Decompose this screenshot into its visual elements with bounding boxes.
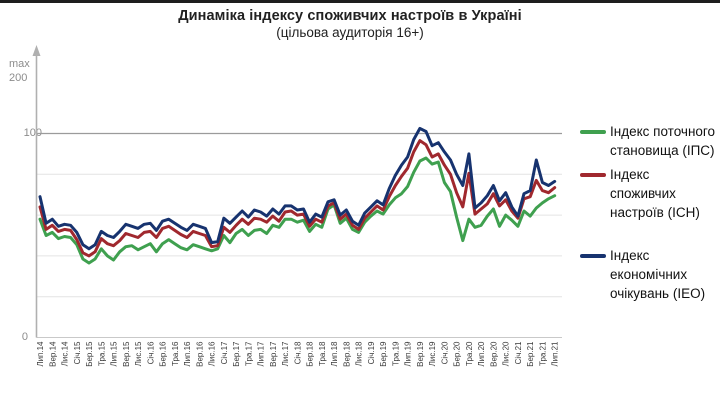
legend-label-ieo: Індекс економічних очікувань (ІЕО)	[610, 248, 706, 301]
x-tick-label: Тра.21	[538, 341, 547, 366]
x-tick-label: Бер.18	[306, 341, 315, 367]
series-line	[38, 139, 557, 258]
x-tick-label: Бер.17	[232, 341, 241, 367]
y-axis-max-text: max	[9, 58, 30, 70]
x-tick-label: Лис.20	[502, 341, 511, 366]
x-tick-label: Січ.15	[73, 341, 82, 364]
x-tick-label: Тра.15	[97, 341, 106, 366]
x-tick-label: Лип.20	[477, 341, 486, 367]
legend-item-ips[interactable]: Індекс поточного становища (ІПС)	[580, 122, 718, 160]
x-tick-label: Лис.16	[208, 341, 217, 366]
x-tick-label: Лис.17	[281, 341, 290, 366]
x-tick-label: Січ.18	[293, 341, 302, 364]
x-tick-label: Тра.19	[391, 341, 400, 366]
y-axis-arrow-icon	[32, 45, 41, 56]
x-tick-label: Тра.20	[465, 341, 474, 366]
y-axis-0-label: 0	[21, 331, 28, 343]
x-tick-label: Бер.21	[526, 341, 535, 367]
x-tick-label: Лип.21	[551, 341, 560, 367]
x-tick-label: Вер.16	[195, 341, 204, 367]
x-tick-label: Тра.16	[171, 341, 180, 366]
x-tick-label: Вер.17	[269, 341, 278, 367]
x-tick-label: Січ.16	[146, 341, 155, 364]
legend-swatch-red	[580, 173, 606, 177]
x-tick-label: Лип.18	[330, 341, 339, 367]
x-tick-label: Тра.18	[318, 341, 327, 366]
x-tick-label: Лис.18	[355, 341, 364, 366]
legend-label-ips: Індекс поточного становища (ІПС)	[610, 124, 716, 158]
x-tick-label: Лис.14	[61, 341, 70, 366]
x-tick-label: Вер.19	[416, 341, 425, 367]
x-tick-label: Лип.17	[257, 341, 266, 367]
x-tick-label: Лис.15	[134, 341, 143, 366]
x-tick-label: Січ.19	[367, 341, 376, 364]
x-tick-label: Вер.18	[342, 341, 351, 367]
x-tick-label: Бер.20	[453, 341, 462, 367]
x-tick-label: Бер.15	[85, 341, 94, 367]
x-tick-label: Лип.19	[404, 341, 413, 367]
y-axis-max-value: 200	[9, 72, 28, 84]
series-line	[38, 126, 557, 251]
chart-title: Динаміка індексу споживчих настроїв в Ук…	[178, 8, 522, 24]
x-tick-label: Лис.19	[428, 341, 437, 366]
y-axis-max-label: max 200	[9, 57, 49, 85]
y-axis-100-label: 100	[23, 127, 42, 139]
x-tick-label: Вер.15	[122, 341, 131, 367]
x-tick-label: Вер.20	[489, 341, 498, 367]
chart-subtitle: (цільова аудиторія 16+)	[276, 25, 424, 40]
legend-swatch-green	[580, 130, 606, 134]
x-tick-label: Тра.17	[244, 341, 253, 366]
x-tick-label: Бер.16	[159, 341, 168, 367]
x-tick-label: Січ.17	[220, 341, 229, 364]
series-line	[38, 156, 557, 265]
legend-item-isn[interactable]: Індекс споживчих настроїв (ІСН)	[580, 165, 718, 222]
x-tick-label: Лип.14	[36, 341, 45, 367]
legend-swatch-blue	[580, 254, 606, 258]
x-tick-label: Січ.21	[514, 341, 523, 364]
x-tick-label: Січ.20	[440, 341, 449, 364]
legend: Індекс поточного становища (ІПС) Індекс …	[580, 122, 718, 303]
x-tick-label: Лип.16	[183, 341, 192, 367]
x-tick-label: Бер.19	[379, 341, 388, 367]
legend-label-isn: Індекс споживчих настроїв (ІСН)	[610, 167, 700, 220]
top-bar	[0, 0, 720, 3]
legend-item-ieo[interactable]: Індекс економічних очікувань (ІЕО)	[580, 246, 718, 303]
x-tick-label: Лип.15	[110, 341, 119, 367]
x-tick-label: Вер.14	[48, 341, 57, 367]
